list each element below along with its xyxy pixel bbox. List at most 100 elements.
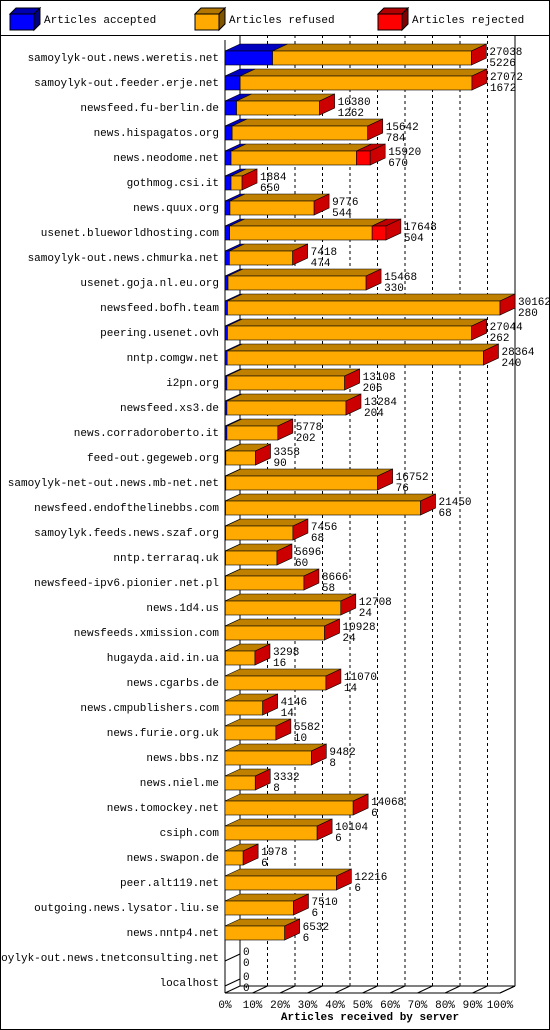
bar	[231, 125, 369, 141]
y-tick-label: news.bbs.nz	[146, 753, 219, 765]
y-tick-label: news.neodome.net	[113, 153, 219, 165]
data-label: 6	[311, 908, 318, 920]
bar	[239, 75, 473, 91]
y-tick-label: samoylyk.feeds.news.szaf.org	[34, 528, 219, 540]
x-tick-label: 80%	[435, 1000, 455, 1012]
data-label: 474	[311, 258, 331, 270]
data-label: 7418	[311, 247, 337, 259]
x-axis-title: Articles received by server	[281, 1012, 459, 1024]
bar	[225, 550, 278, 566]
y-tick-label: newsfeed.bofh.team	[100, 303, 219, 315]
data-label: 262	[490, 333, 510, 345]
bar-side	[303, 568, 320, 591]
bar	[225, 575, 305, 591]
data-label: 27038	[489, 47, 522, 59]
bar-top	[224, 868, 352, 877]
bar-side	[377, 468, 393, 491]
bar	[227, 275, 367, 291]
data-label: 206	[363, 383, 383, 395]
bar	[224, 250, 230, 266]
grid-line	[252, 985, 268, 994]
bar-side	[420, 493, 436, 516]
x-tick-label: 30%	[298, 1000, 318, 1012]
bar	[230, 150, 357, 166]
data-label: 240	[502, 358, 522, 370]
data-label: 0	[243, 983, 250, 995]
data-label: 670	[388, 158, 408, 170]
data-label: 9776	[332, 197, 358, 209]
data-label: 76	[396, 483, 409, 495]
y-tick-label: outgoing.news.lysator.liu.se	[34, 903, 219, 915]
bar	[230, 175, 243, 191]
y-tick-label: gothmog.csi.it	[127, 178, 219, 190]
x-tick-label: 0%	[218, 1000, 232, 1012]
data-label: 7510	[311, 897, 337, 909]
data-label: 784	[386, 133, 406, 145]
bar-side	[262, 693, 278, 716]
bar-side	[319, 93, 335, 116]
y-tick-label: feed-out.gegeweb.org	[87, 453, 219, 465]
data-label: 4146	[281, 697, 307, 709]
y-tick-label: peering.usenet.ovh	[100, 328, 219, 340]
data-label: 6532	[303, 922, 329, 934]
bar-side	[316, 818, 333, 841]
y-tick-label: usenet.blueworldhosting.com	[41, 228, 220, 240]
data-label: 58	[322, 583, 335, 595]
y-tick-label: news.nntp4.net	[127, 928, 219, 940]
bar-top	[225, 618, 340, 627]
data-label: 30162	[518, 297, 550, 309]
bar	[226, 425, 279, 441]
bar-top	[239, 68, 488, 77]
bar-side	[499, 293, 516, 316]
legend-label: Articles rejected	[412, 15, 524, 27]
y-tick-label: newsfeed.endofthelinebbs.com	[34, 503, 219, 515]
grid-line	[307, 985, 323, 994]
data-label: 1884	[260, 172, 287, 184]
bar-side	[344, 368, 360, 391]
bar-side	[277, 418, 294, 441]
data-label: 12216	[354, 872, 387, 884]
bar-side	[340, 593, 357, 616]
grid-line	[389, 985, 406, 994]
data-label: 0	[243, 947, 250, 959]
data-label: 28364	[502, 347, 535, 359]
bar	[224, 675, 327, 691]
bar	[225, 525, 294, 541]
bar-side	[241, 168, 258, 191]
bar-top	[236, 93, 335, 102]
y-tick-label: hugayda.aid.in.ua	[107, 653, 220, 665]
x-tick-label: 100%	[487, 1000, 514, 1012]
bar	[227, 325, 472, 341]
data-label: 27044	[490, 322, 523, 334]
bar	[224, 75, 241, 91]
bar-top	[229, 193, 330, 202]
grid-line	[224, 985, 241, 994]
y-tick-label: usenet.goja.nl.eu.org	[80, 278, 219, 290]
bar	[224, 275, 229, 291]
bar-top	[224, 793, 369, 802]
bar	[224, 175, 232, 191]
bar	[225, 500, 421, 516]
data-label: 10	[294, 733, 307, 745]
bar	[224, 700, 263, 716]
y-tick-label: samoylyk-out.news.chmurka.net	[28, 253, 219, 265]
y-tick-label: news.cmpublishers.com	[80, 703, 219, 715]
y-tick-label: samoylyk-out.news.weretis.net	[28, 53, 219, 65]
bar-top	[225, 468, 393, 477]
y-tick-label: news.corradoroberto.it	[74, 428, 219, 440]
grid-line	[362, 985, 378, 994]
bar-side	[324, 618, 340, 641]
bar-empty	[224, 953, 241, 962]
data-label: 3358	[274, 447, 300, 459]
data-label: 10380	[338, 97, 371, 109]
bar-side	[311, 743, 327, 766]
legend-swatch	[377, 13, 403, 31]
data-label: 16752	[396, 472, 429, 484]
data-label: 504	[404, 233, 424, 245]
bar-side	[369, 143, 386, 166]
data-label: 11070	[344, 672, 377, 684]
data-label: 204	[364, 408, 384, 420]
data-label: 24	[343, 633, 357, 645]
y-tick-label: newsfeed-ipv6.pionier.net.pl	[34, 578, 219, 590]
data-label: 1262	[338, 108, 364, 120]
